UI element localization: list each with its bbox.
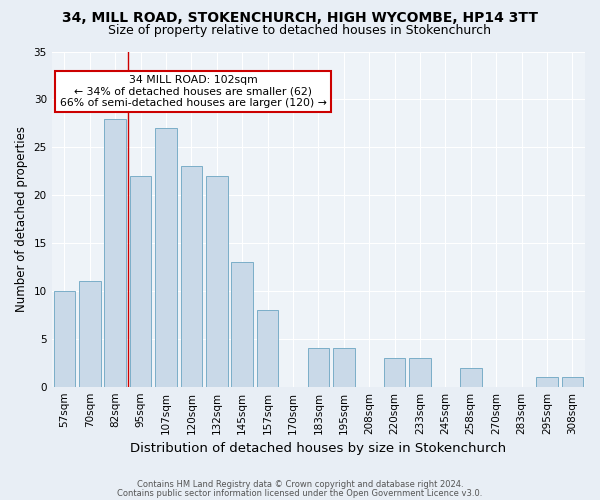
- Bar: [53, 291, 75, 386]
- Bar: [79, 282, 101, 387]
- Text: Size of property relative to detached houses in Stokenchurch: Size of property relative to detached ho…: [109, 24, 491, 37]
- Bar: [409, 358, 431, 386]
- Text: 34 MILL ROAD: 102sqm
← 34% of detached houses are smaller (62)
66% of semi-detac: 34 MILL ROAD: 102sqm ← 34% of detached h…: [59, 75, 326, 108]
- Text: Contains public sector information licensed under the Open Government Licence v3: Contains public sector information licen…: [118, 488, 482, 498]
- Bar: [562, 377, 583, 386]
- X-axis label: Distribution of detached houses by size in Stokenchurch: Distribution of detached houses by size …: [130, 442, 506, 455]
- Y-axis label: Number of detached properties: Number of detached properties: [15, 126, 28, 312]
- Bar: [257, 310, 278, 386]
- Bar: [130, 176, 151, 386]
- Text: 34, MILL ROAD, STOKENCHURCH, HIGH WYCOMBE, HP14 3TT: 34, MILL ROAD, STOKENCHURCH, HIGH WYCOMB…: [62, 12, 538, 26]
- Bar: [333, 348, 355, 387]
- Bar: [308, 348, 329, 387]
- Bar: [181, 166, 202, 386]
- Bar: [155, 128, 177, 386]
- Bar: [232, 262, 253, 386]
- Bar: [104, 118, 126, 386]
- Text: Contains HM Land Registry data © Crown copyright and database right 2024.: Contains HM Land Registry data © Crown c…: [137, 480, 463, 489]
- Bar: [536, 377, 557, 386]
- Bar: [460, 368, 482, 386]
- Bar: [206, 176, 227, 386]
- Bar: [384, 358, 406, 386]
